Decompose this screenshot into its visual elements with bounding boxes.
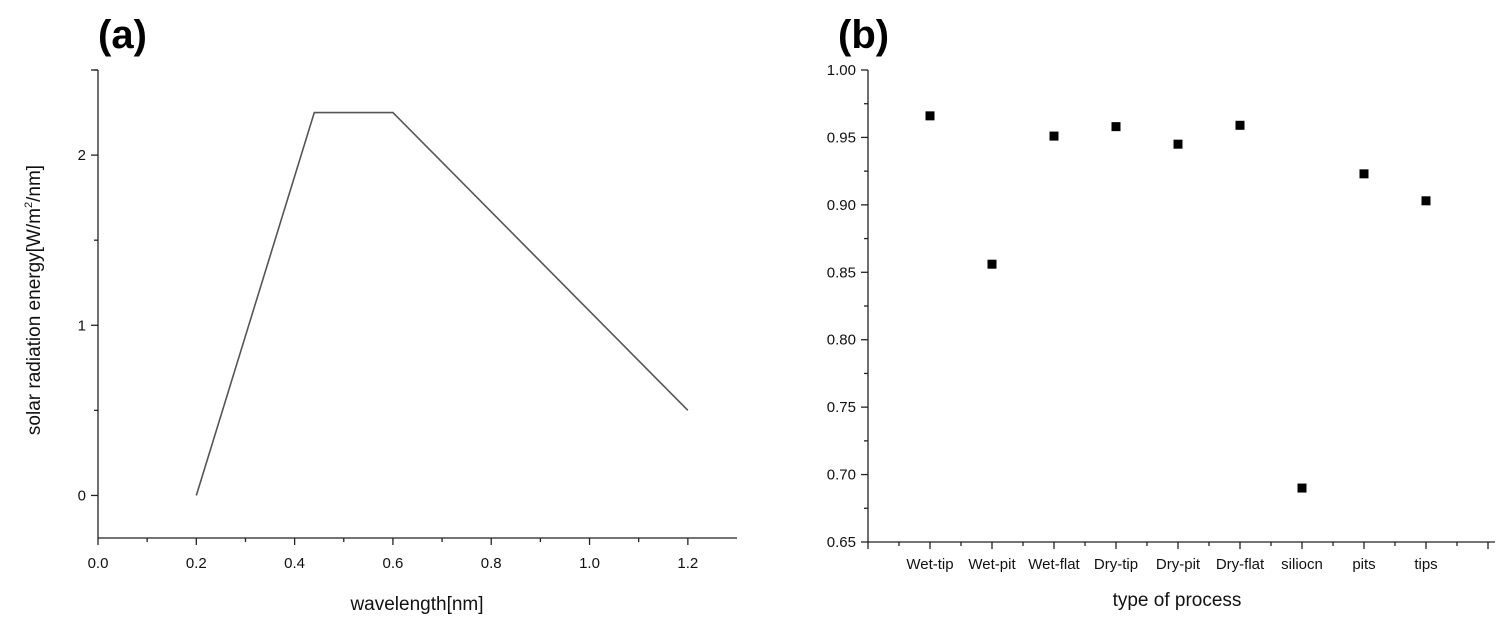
panel-b-label: (b): [838, 13, 889, 57]
chart-a-x-tick-label: 0.8: [481, 555, 502, 572]
chart-b-y-tick-label: 0.75: [827, 399, 856, 416]
chart-a-y-axis-title-superscript: 2: [23, 202, 35, 208]
chart-a-y-tick-label: 1: [78, 317, 86, 334]
chart-b-x-tick-label: Wet-flat: [1028, 556, 1080, 573]
chart-b-x-tick-label: Dry-flat: [1216, 556, 1265, 573]
chart-a-y-axis-title-main: solar radiation energy[W/m: [24, 208, 45, 435]
chart-b-point: [1111, 122, 1121, 132]
chart-b-x-tick-label: Wet-tip: [906, 556, 953, 573]
chart-a-x-axis-title: wavelength[nm]: [349, 594, 483, 615]
chart-b-y-tick-label: 0.90: [827, 197, 856, 214]
chart-b-y-tick-label: 0.80: [827, 332, 856, 349]
chart-b-point: [987, 259, 997, 269]
chart-b-point: [1359, 169, 1369, 179]
chart-a-y-axis-title: solar radiation energy[W/m2/nm]: [23, 165, 45, 435]
chart-b-x-tick-label: pits: [1352, 556, 1375, 573]
chart-b-x-tick-label: tips: [1414, 556, 1437, 573]
chart-b-x-axis-title: type of process: [1113, 590, 1242, 611]
chart-a-y-tick-label: 2: [78, 147, 86, 164]
chart-b-y-tick-label: 0.85: [827, 264, 856, 281]
chart-a-y-axis-title-end: /nm]: [24, 165, 45, 202]
chart-a-x-tick-label: 1.0: [579, 555, 600, 572]
chart-a-y-tick-label: 0: [78, 487, 86, 504]
chart-b-x-tick-label: siliocn: [1281, 556, 1323, 573]
chart-b-x-tick-label: Dry-tip: [1094, 556, 1138, 573]
chart-b-y-tick-label: 0.70: [827, 467, 856, 484]
chart-b-x-tick-label: Dry-pit: [1156, 556, 1201, 573]
chart-a-x-tick-label: 0.6: [382, 555, 403, 572]
chart-b-point: [1235, 120, 1245, 130]
chart-b-y-tick-label: 1.00: [827, 62, 856, 79]
chart-b-y-tick-label: 0.95: [827, 129, 856, 146]
chart-a-x-tick-label: 0.4: [284, 555, 305, 572]
chart-b-point: [1049, 131, 1059, 141]
chart-b: Wet-tip Wet-pit Wet-flat Dry-tip Dry-pit Dry-…: [827, 62, 1495, 611]
chart-a-series-line: [195, 111, 689, 496]
chart-b-point: [1173, 139, 1183, 149]
chart-a-x-tick-label: 0.0: [88, 555, 109, 572]
chart-a-x-tick-label: 0.2: [186, 555, 207, 572]
chart-b-point: [1297, 483, 1307, 493]
chart-b-y-tick-label: 0.65: [827, 534, 856, 551]
chart-b-point: [1421, 196, 1431, 206]
panel-a-label: (a): [98, 13, 147, 57]
chart-a: 0.0 0.2 0.4 0.6 0.8 1.0 1.2 0 1 2 wavelength[nm]…: [23, 69, 737, 615]
chart-b-point: [925, 111, 935, 121]
chart-a-x-tick-label: 1.2: [677, 555, 698, 572]
chart-b-x-tick-label: Wet-pit: [968, 556, 1016, 573]
